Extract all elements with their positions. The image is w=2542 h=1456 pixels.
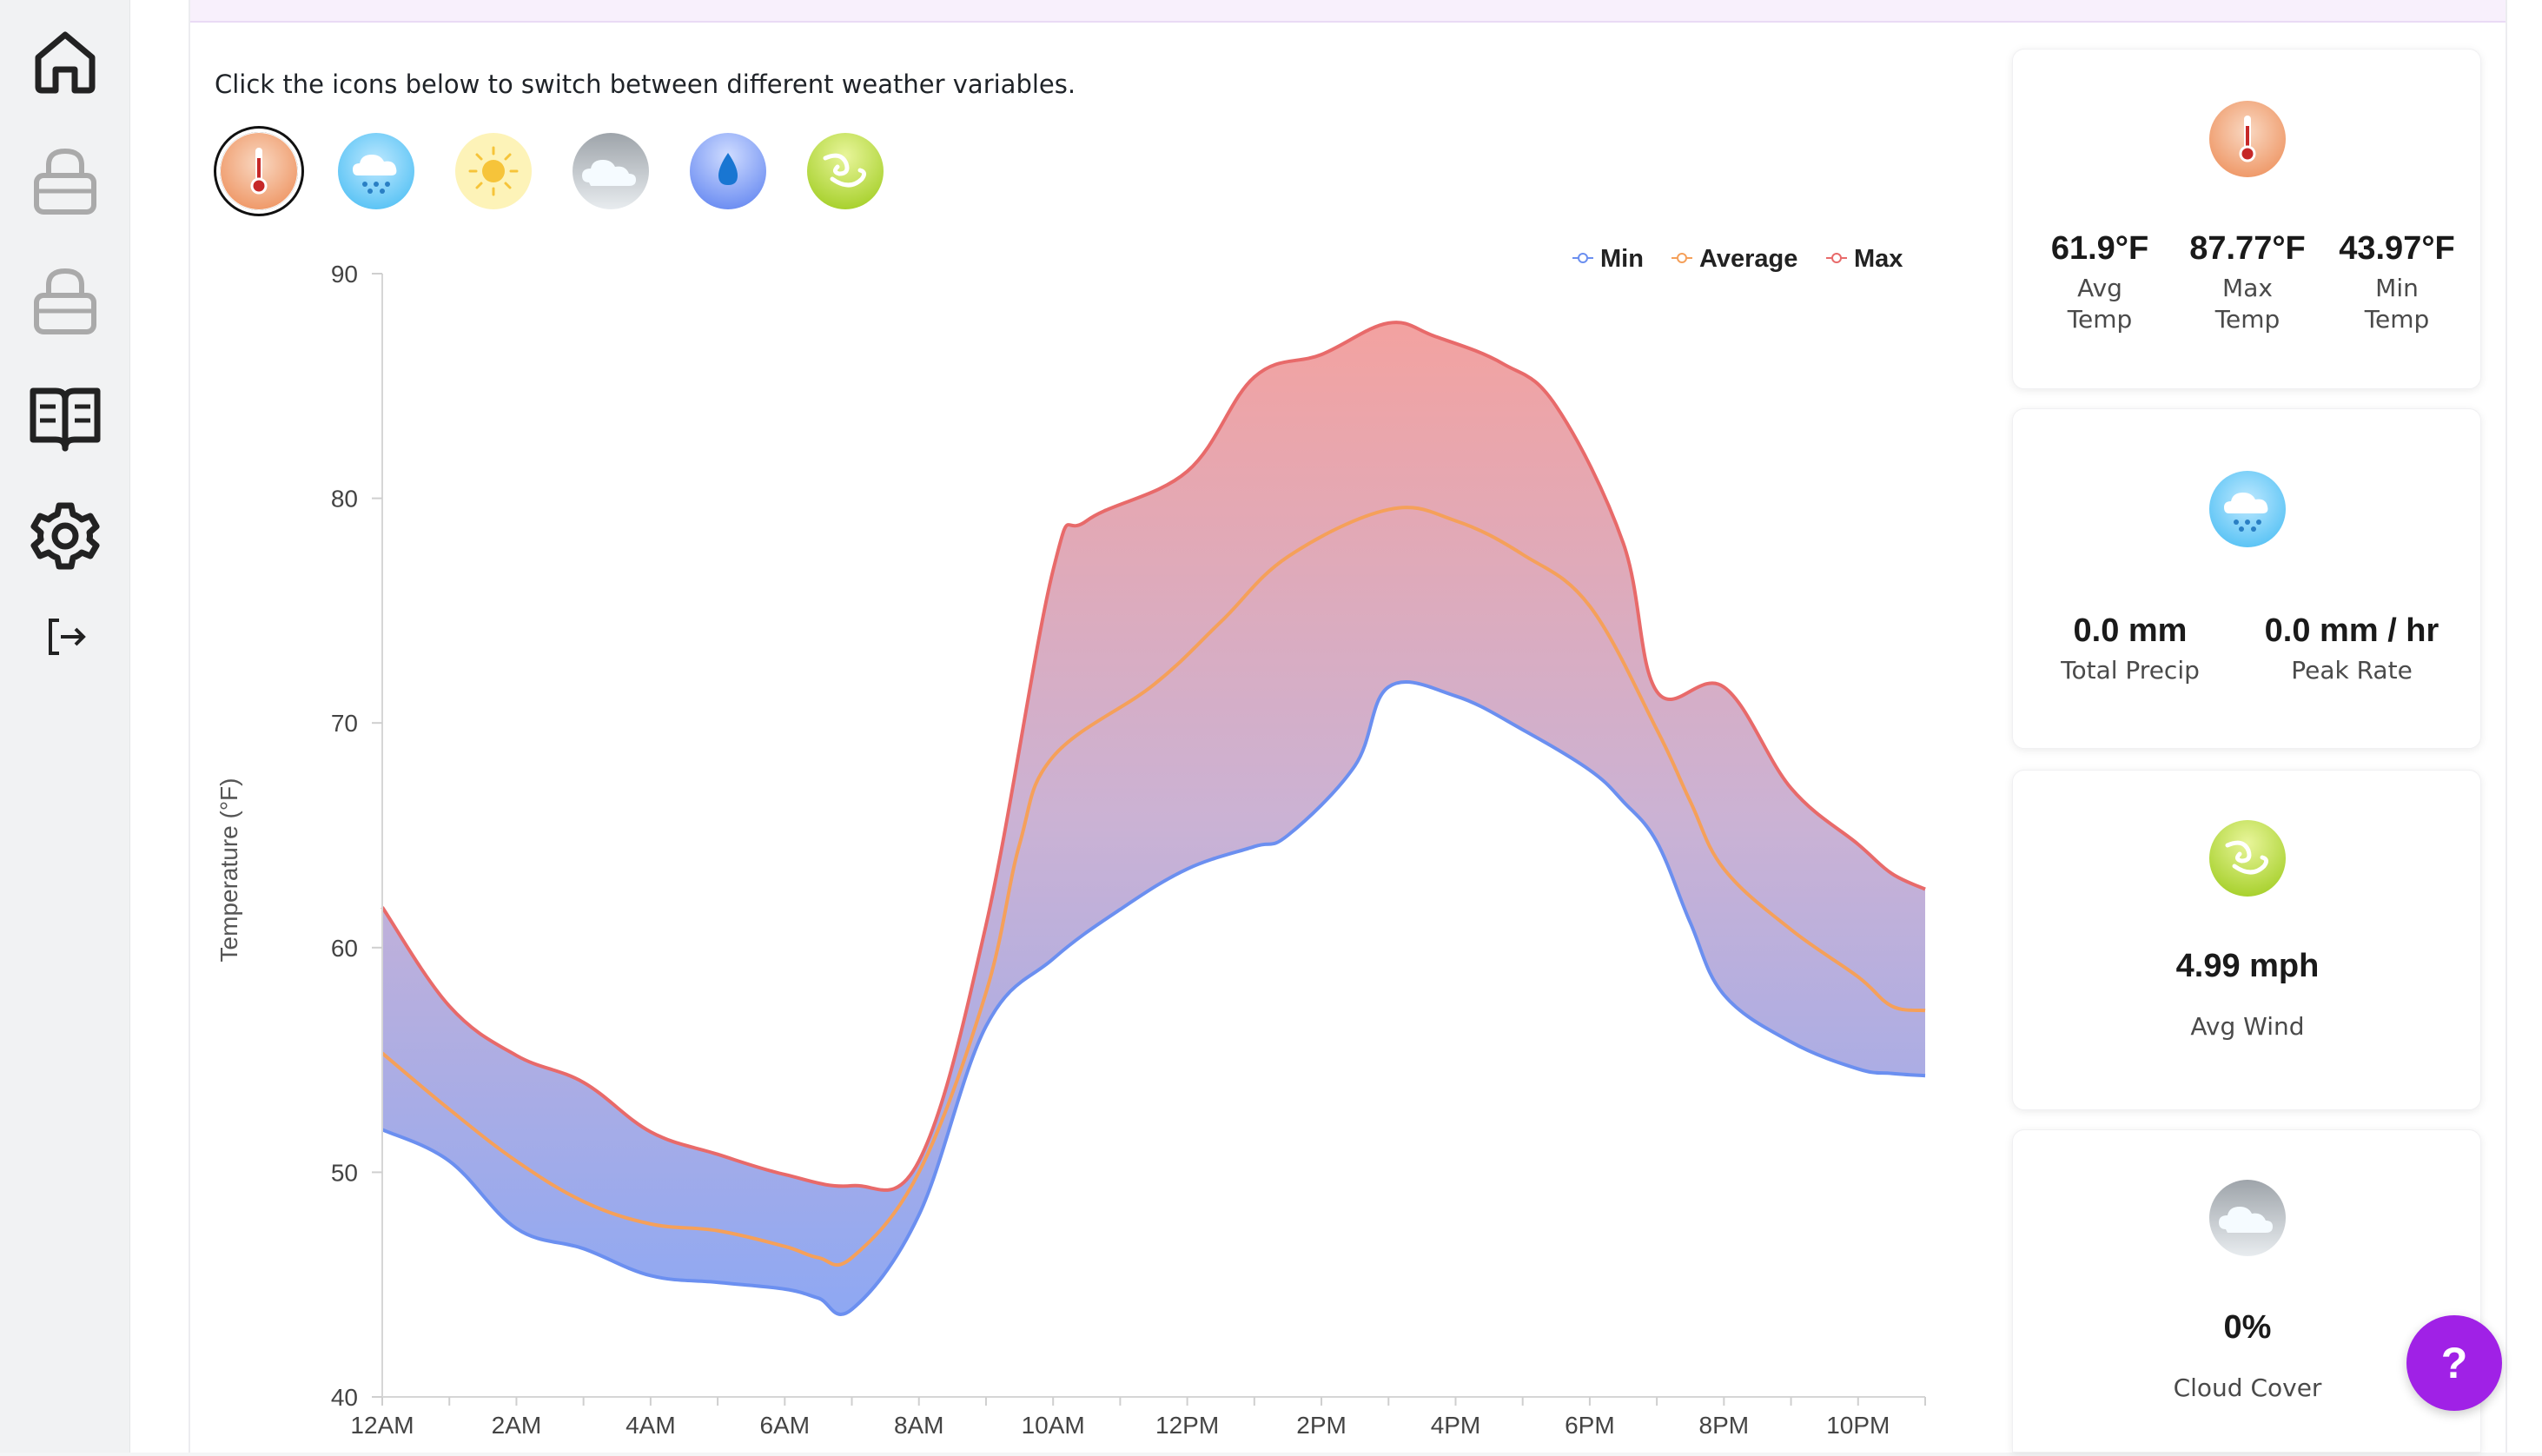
legend-dot-max [1831, 253, 1842, 263]
wind-summary-card: 4.99 mph Avg Wind [2012, 770, 2481, 1110]
y-tick-label: 40 [331, 1384, 358, 1411]
y-axis-title: Temperature (°F) [215, 778, 242, 963]
wind-icon [807, 133, 884, 209]
sun-icon [455, 133, 532, 209]
x-tick-label: 4AM [626, 1412, 676, 1439]
temperature-chart: 40 50 60 70 80 90 12AM 2AM 4AM 6AM 8AM 10AM 12PM 2PM 4… [209, 235, 1946, 1453]
cloud-icon [573, 133, 649, 209]
cloud-cover-summary-card: 0% Cloud Cover [2012, 1129, 2481, 1453]
temperature-summary-card: 61.9°F Avg Temp 87.77°F Max Temp 43.97°F… [2012, 49, 2481, 389]
wind-variable-button[interactable] [806, 132, 884, 210]
precipitation-variable-button[interactable] [337, 132, 415, 210]
lock-icon[interactable] [28, 262, 103, 337]
rain-cloud-icon [338, 133, 414, 209]
x-tick-label: 4PM [1431, 1412, 1481, 1439]
y-tick-label: 80 [331, 486, 358, 513]
legend-label-average: Average [1699, 245, 1797, 273]
avg-wind-stat: 4.99 mph Avg Wind [2013, 948, 2482, 1042]
home-icon[interactable] [28, 24, 103, 99]
instructions-text: Click the icons below to switch between … [215, 69, 1076, 99]
chart-svg: 40 50 60 70 80 90 12AM 2AM 4AM 6AM 8AM 10AM 12PM 2PM 4… [215, 245, 1926, 1439]
max-temp-label-line2: Temp [2214, 305, 2281, 334]
thermometer-variable-button[interactable] [220, 132, 298, 210]
precipitation-summary-card: 0.0 mm Total Precip 0.0 mm / hr Peak Rat… [2012, 408, 2481, 749]
x-tick-label: 12AM [350, 1412, 414, 1439]
legend-label-min: Min [1600, 245, 1644, 273]
thermometer-icon [2209, 101, 2286, 177]
peak-rate-value: 0.0 mm / hr [2264, 612, 2439, 649]
cloud-cover-stat: 0% Cloud Cover [2013, 1309, 2482, 1404]
rain-cloud-icon [2209, 471, 2286, 547]
min-temp-value: 43.97°F [2339, 230, 2455, 267]
series-line-average [381, 506, 1926, 1267]
x-tick-label: 8AM [894, 1412, 944, 1439]
temperature-range-area [382, 322, 1925, 1314]
y-tick-label: 90 [331, 261, 358, 288]
x-tick-label: 6AM [760, 1412, 811, 1439]
lock-icon[interactable] [28, 142, 103, 217]
avg-temp-label-line2: Temp [2067, 305, 2133, 334]
max-temp-stat: 87.77°F Max Temp [2178, 230, 2317, 335]
thermometer-icon [221, 133, 297, 209]
total-precip-stat: 0.0 mm Total Precip [2030, 612, 2230, 686]
legend-dot-average [1677, 253, 1687, 263]
sidebar [0, 0, 130, 1453]
legend-label-max: Max [1854, 245, 1903, 273]
total-precip-label: Total Precip [2061, 656, 2200, 685]
wind-icon [2209, 820, 2286, 897]
x-tick-label: 2PM [1296, 1412, 1347, 1439]
y-tick-label: 70 [331, 710, 358, 737]
x-tick-label: 10AM [1022, 1412, 1085, 1439]
total-precip-value: 0.0 mm [2073, 612, 2188, 649]
x-tick-label: 2AM [492, 1412, 542, 1439]
min-temp-stat: 43.97°F Min Temp [2327, 230, 2466, 335]
min-temp-label-line1: Min [2375, 274, 2419, 302]
x-tick-label: 10PM [1826, 1412, 1890, 1439]
logout-icon[interactable] [28, 599, 103, 674]
help-button[interactable]: ? [2406, 1315, 2502, 1411]
peak-rate-stat: 0.0 mm / hr Peak Rate [2239, 612, 2465, 686]
x-tick-label: 6PM [1565, 1412, 1615, 1439]
water-drop-icon [690, 133, 766, 209]
avg-wind-value: 4.99 mph [2175, 948, 2320, 984]
y-tick-label: 50 [331, 1159, 358, 1186]
x-tick-label: 12PM [1155, 1412, 1219, 1439]
min-temp-label-line2: Temp [2364, 305, 2430, 334]
max-temp-value: 87.77°F [2189, 230, 2306, 267]
avg-wind-label: Avg Wind [2190, 1012, 2305, 1041]
book-icon[interactable] [28, 379, 103, 453]
series-line-min [381, 680, 1926, 1316]
avg-temp-label-line1: Avg [2077, 274, 2122, 302]
cloud-variable-button[interactable] [572, 132, 650, 210]
top-strip [190, 0, 2506, 23]
gear-icon[interactable] [28, 499, 103, 573]
legend-dot-min [1578, 253, 1588, 263]
x-tick-label: 8PM [1699, 1412, 1750, 1439]
cloud-icon [2209, 1180, 2286, 1256]
avg-temp-stat: 61.9°F Avg Temp [2030, 230, 2169, 335]
peak-rate-label: Peak Rate [2291, 656, 2413, 685]
sun-variable-button[interactable] [454, 132, 533, 210]
humidity-variable-button[interactable] [689, 132, 767, 210]
series-line-max [381, 321, 1926, 1192]
cloud-cover-value: 0% [2223, 1309, 2272, 1346]
max-temp-label-line1: Max [2222, 274, 2273, 302]
avg-temp-value: 61.9°F [2050, 230, 2149, 267]
y-tick-label: 60 [331, 935, 358, 962]
cloud-cover-label: Cloud Cover [2173, 1373, 2322, 1402]
